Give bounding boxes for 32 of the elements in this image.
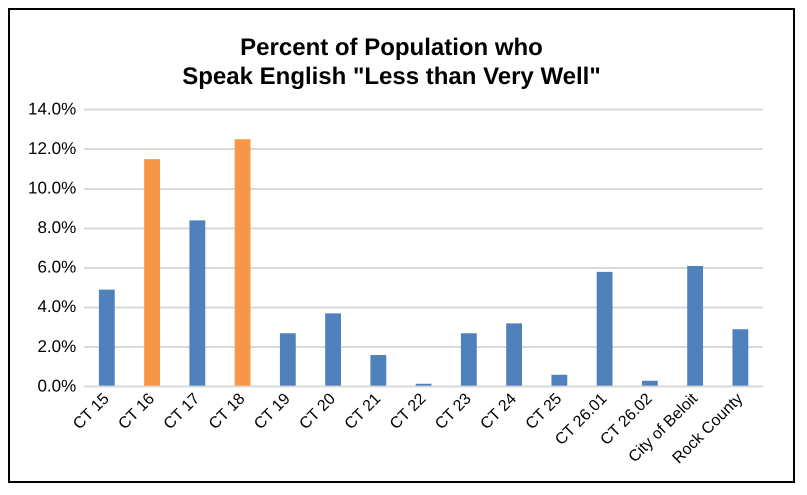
- x-tick-label: CT 22: [386, 390, 430, 433]
- y-tick-label: 14.0%: [28, 99, 76, 118]
- bar: [460, 333, 477, 386]
- x-tick-label: CT 19: [251, 390, 294, 433]
- x-tick-label: CT 17: [160, 390, 204, 433]
- bar: [687, 266, 704, 386]
- bar: [325, 313, 342, 386]
- x-tick-label: CT 16: [115, 390, 158, 433]
- bar: [234, 139, 251, 386]
- text: Percent of Population who: [240, 34, 543, 62]
- bar: [506, 323, 522, 386]
- x-tick-label: CT 24: [477, 390, 520, 433]
- y-tick-label: 6.0%: [37, 258, 76, 277]
- y-tick-label: 8.0%: [37, 218, 76, 238]
- bar: [370, 354, 386, 386]
- bar: [280, 333, 296, 386]
- bar: [189, 220, 206, 386]
- bar: [98, 290, 115, 386]
- x-tick-label: CT 20: [296, 390, 340, 433]
- y-tick-label: 12.0%: [28, 138, 76, 158]
- bar: [642, 380, 658, 386]
- text: Speak English "Less than Very Well": [182, 62, 601, 90]
- bar: [551, 374, 568, 386]
- y-tick-label: 4.0%: [37, 297, 76, 316]
- x-tick-label: CT 18: [206, 390, 249, 433]
- x-tick-label: CT 21: [342, 390, 384, 433]
- bar: [596, 272, 613, 386]
- y-tick-label: 10.0%: [28, 178, 76, 198]
- x-tick-label: CT 23: [432, 390, 475, 433]
- y-tick-label: 2.0%: [37, 336, 76, 356]
- bar: [732, 329, 748, 386]
- bar: [144, 159, 160, 386]
